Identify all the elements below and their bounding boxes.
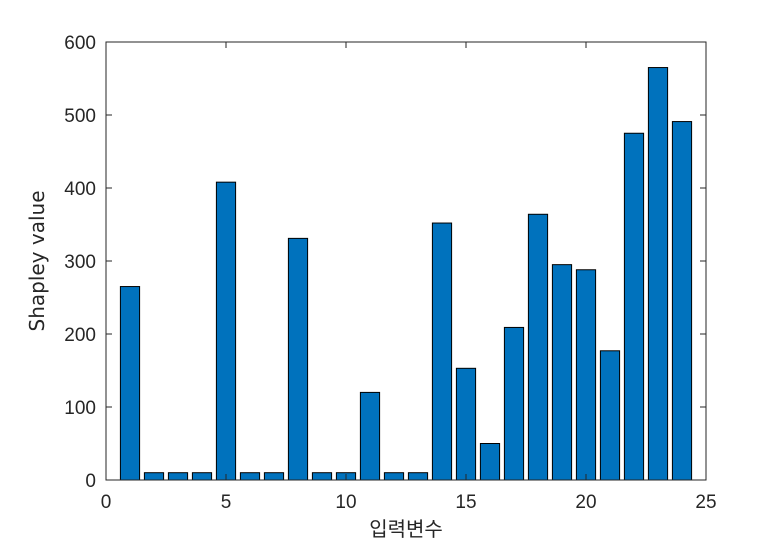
y-tick-label: 600 [64,33,96,54]
y-tick-label: 100 [64,398,96,419]
bar-9 [311,472,333,481]
bar-22 [623,132,645,481]
bar-23 [647,67,669,481]
bar-24 [671,121,693,481]
bar-6 [239,472,261,481]
bars-layer [119,67,693,481]
bar-18 [527,213,549,481]
bar-3 [167,472,189,481]
x-tick-label: 25 [695,492,716,513]
y-tick-label: 300 [64,252,96,273]
bar-20 [575,269,597,481]
bar-15 [455,367,477,481]
bar-21 [599,350,621,481]
y-tick-label: 500 [64,106,96,127]
bar-2 [143,472,165,481]
bar-8 [287,237,309,481]
x-tick-label: 20 [575,492,596,513]
x-tick-label: 5 [221,492,232,513]
bar-13 [407,472,429,481]
x-axis-ticks: 0 5 10 15 20 25 [101,42,717,513]
bar-11 [359,391,381,481]
bar-12 [383,472,405,481]
x-tick-label: 0 [101,492,112,513]
bar-7 [263,472,285,481]
y-axis-ticks: 0 100 200 300 400 500 600 [64,33,706,492]
x-axis-label: 입력변수 [369,517,443,541]
bar-17 [503,326,525,481]
bar-5 [215,181,237,481]
y-tick-label: 0 [85,471,96,492]
bar-1 [119,286,141,481]
y-tick-label: 200 [64,325,96,346]
bar-4 [191,472,213,481]
bar-14 [431,222,453,481]
y-tick-label: 400 [64,179,96,200]
bar-16 [479,443,501,481]
y-axis-label: Shapley value [25,190,49,331]
x-tick-label: 10 [335,492,356,513]
x-tick-label: 15 [455,492,476,513]
bar-19 [551,264,573,481]
